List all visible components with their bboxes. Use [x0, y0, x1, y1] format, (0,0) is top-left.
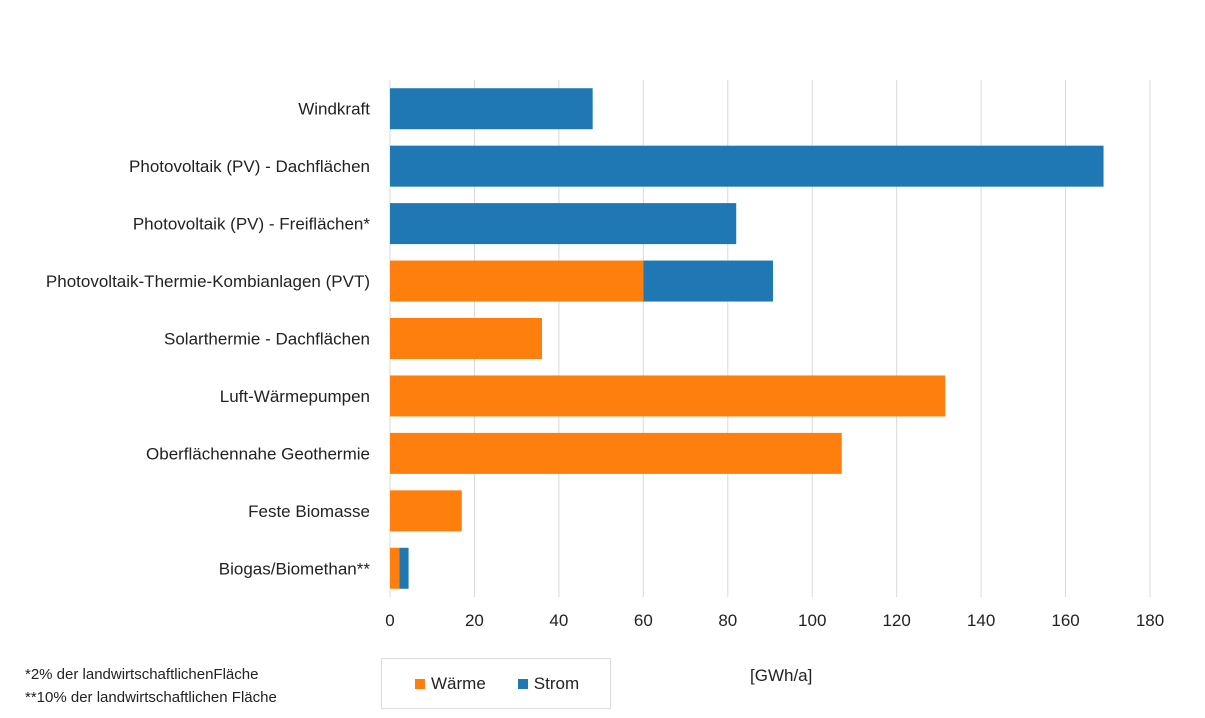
bar-strom-0 — [390, 88, 593, 130]
x-tick-label-140: 140 — [967, 611, 995, 630]
x-tick-label-40: 40 — [549, 611, 568, 630]
bar-waerme-4 — [390, 318, 542, 359]
bar-strom-1 — [390, 145, 1104, 187]
legend-swatch-strom — [517, 678, 528, 689]
category-label-1: Photovoltaik (PV) - Dachflächen — [129, 157, 370, 176]
category-label-5: Luft-Wärmepumpen — [220, 387, 370, 406]
legend-item-strom: Strom — [517, 673, 580, 694]
category-label-6: Oberflächennahe Geothermie — [146, 444, 370, 463]
bar-waerme-5 — [390, 375, 946, 417]
x-tick-label-180: 180 — [1136, 611, 1164, 630]
footnote-biogas: **10% der landwirtschaftlichen Fläche — [25, 689, 277, 706]
bar-waerme-8 — [390, 547, 400, 589]
legend: Wärme Strom — [381, 658, 611, 709]
legend-swatch-waerme — [415, 678, 425, 689]
x-tick-label-60: 60 — [634, 611, 653, 630]
category-label-3: Photovoltaik-Thermie-Kombianlagen (PVT) — [46, 272, 370, 291]
category-label-7: Feste Biomasse — [248, 502, 370, 521]
bar-waerme-3 — [390, 260, 644, 302]
bar-strom-8 — [399, 547, 409, 589]
footnote-pv-freiflaechen: *2% der landwirtschaftlichenFläche — [25, 666, 259, 683]
bar-waerme-7 — [390, 490, 462, 532]
bar-waerme-6 — [390, 432, 842, 474]
x-tick-label-80: 80 — [718, 611, 737, 630]
x-tick-label-0: 0 — [385, 611, 394, 630]
category-label-8: Biogas/Biomethan** — [219, 559, 371, 578]
category-label-4: Solarthermie - Dachflächen — [164, 330, 370, 349]
x-tick-label-120: 120 — [882, 611, 910, 630]
category-label-0: Windkraft — [298, 100, 370, 119]
x-axis-label: [GWh/a] — [750, 666, 813, 685]
legend-label-strom: Strom — [533, 673, 580, 693]
x-tick-label-160: 160 — [1051, 611, 1079, 630]
x-tick-label-20: 20 — [465, 611, 484, 630]
bar-strom-2 — [390, 203, 737, 245]
legend-label-waerme: Wärme — [431, 673, 486, 693]
x-tick-label-100: 100 — [798, 611, 826, 630]
legend-item-waerme: Wärme — [415, 674, 486, 694]
category-label-2: Photovoltaik (PV) - Freiflächen* — [133, 215, 371, 234]
bar-strom-3 — [643, 260, 773, 302]
